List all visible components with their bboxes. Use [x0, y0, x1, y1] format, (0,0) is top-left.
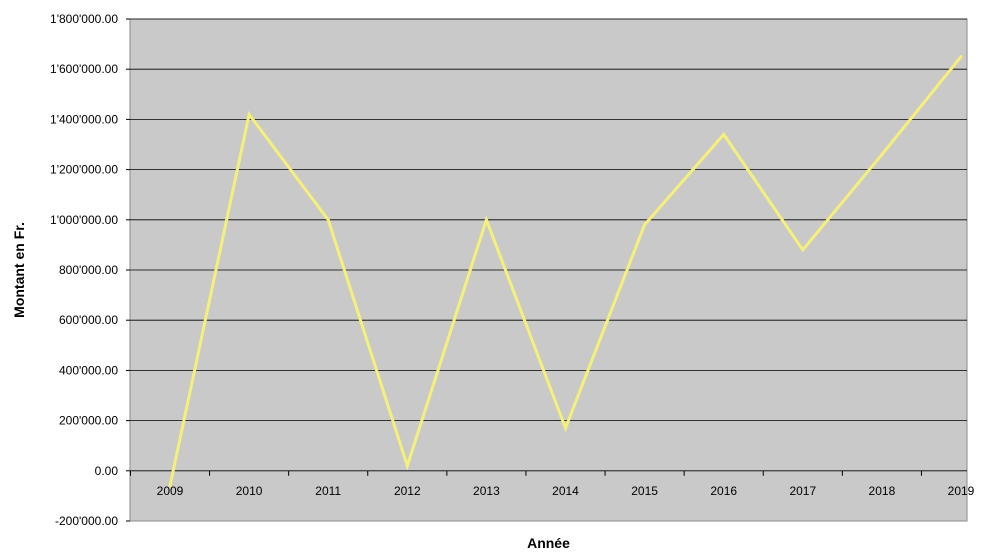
x-tick-label: 2019: [948, 484, 975, 498]
data-point: [484, 218, 488, 222]
data-point: [959, 55, 963, 59]
x-tick-label: 2018: [869, 484, 896, 498]
y-tick-label: 0.00: [95, 464, 119, 478]
y-tick-label: -200'000.00: [55, 514, 118, 528]
data-point: [168, 484, 172, 488]
y-axis-ticks: 1'800'000.00 1'600'000.00 1'400'000.00 1'20…: [50, 12, 130, 528]
x-tick-label: 2012: [394, 484, 421, 498]
data-point: [247, 112, 251, 116]
series-layer: [168, 55, 963, 488]
x-tick-label: 2011: [315, 484, 341, 498]
data-point: [722, 132, 726, 136]
y-tick-label: 1'200'000.00: [50, 163, 118, 177]
x-tick-label: 2014: [552, 484, 579, 498]
data-point: [643, 223, 647, 227]
data-point: [564, 426, 567, 430]
y-tick-label: 1'400'000.00: [50, 112, 118, 126]
x-axis-title: Année: [527, 535, 570, 551]
x-tick-label: 2016: [710, 484, 737, 498]
y-tick-label: 1'000'000.00: [50, 213, 118, 227]
gridlines: [130, 18, 967, 472]
x-axis-ticks: 2009 2010 2011 2012 2013 2014 2015 2016 2017 2018…: [129, 470, 975, 498]
y-tick-label: 200'000.00: [59, 414, 118, 428]
x-tick-label: 2010: [236, 484, 263, 498]
x-tick-label: 2015: [631, 484, 658, 498]
y-tick-label: 1'800'000.00: [50, 12, 118, 26]
y-tick-label: 400'000.00: [59, 363, 118, 377]
data-point: [880, 153, 884, 157]
data-point: [326, 218, 330, 222]
y-tick-label: 600'000.00: [59, 313, 118, 327]
y-tick-label: 800'000.00: [59, 263, 118, 277]
y-axis-title: Montant en Fr.: [11, 222, 27, 318]
x-tick-label: 2017: [789, 484, 816, 498]
data-point: [405, 464, 409, 468]
x-tick-label: 2009: [157, 484, 184, 498]
data-point: [801, 248, 805, 252]
x-tick-label: 2013: [473, 484, 500, 498]
y-tick-label: 1'600'000.00: [50, 62, 118, 76]
